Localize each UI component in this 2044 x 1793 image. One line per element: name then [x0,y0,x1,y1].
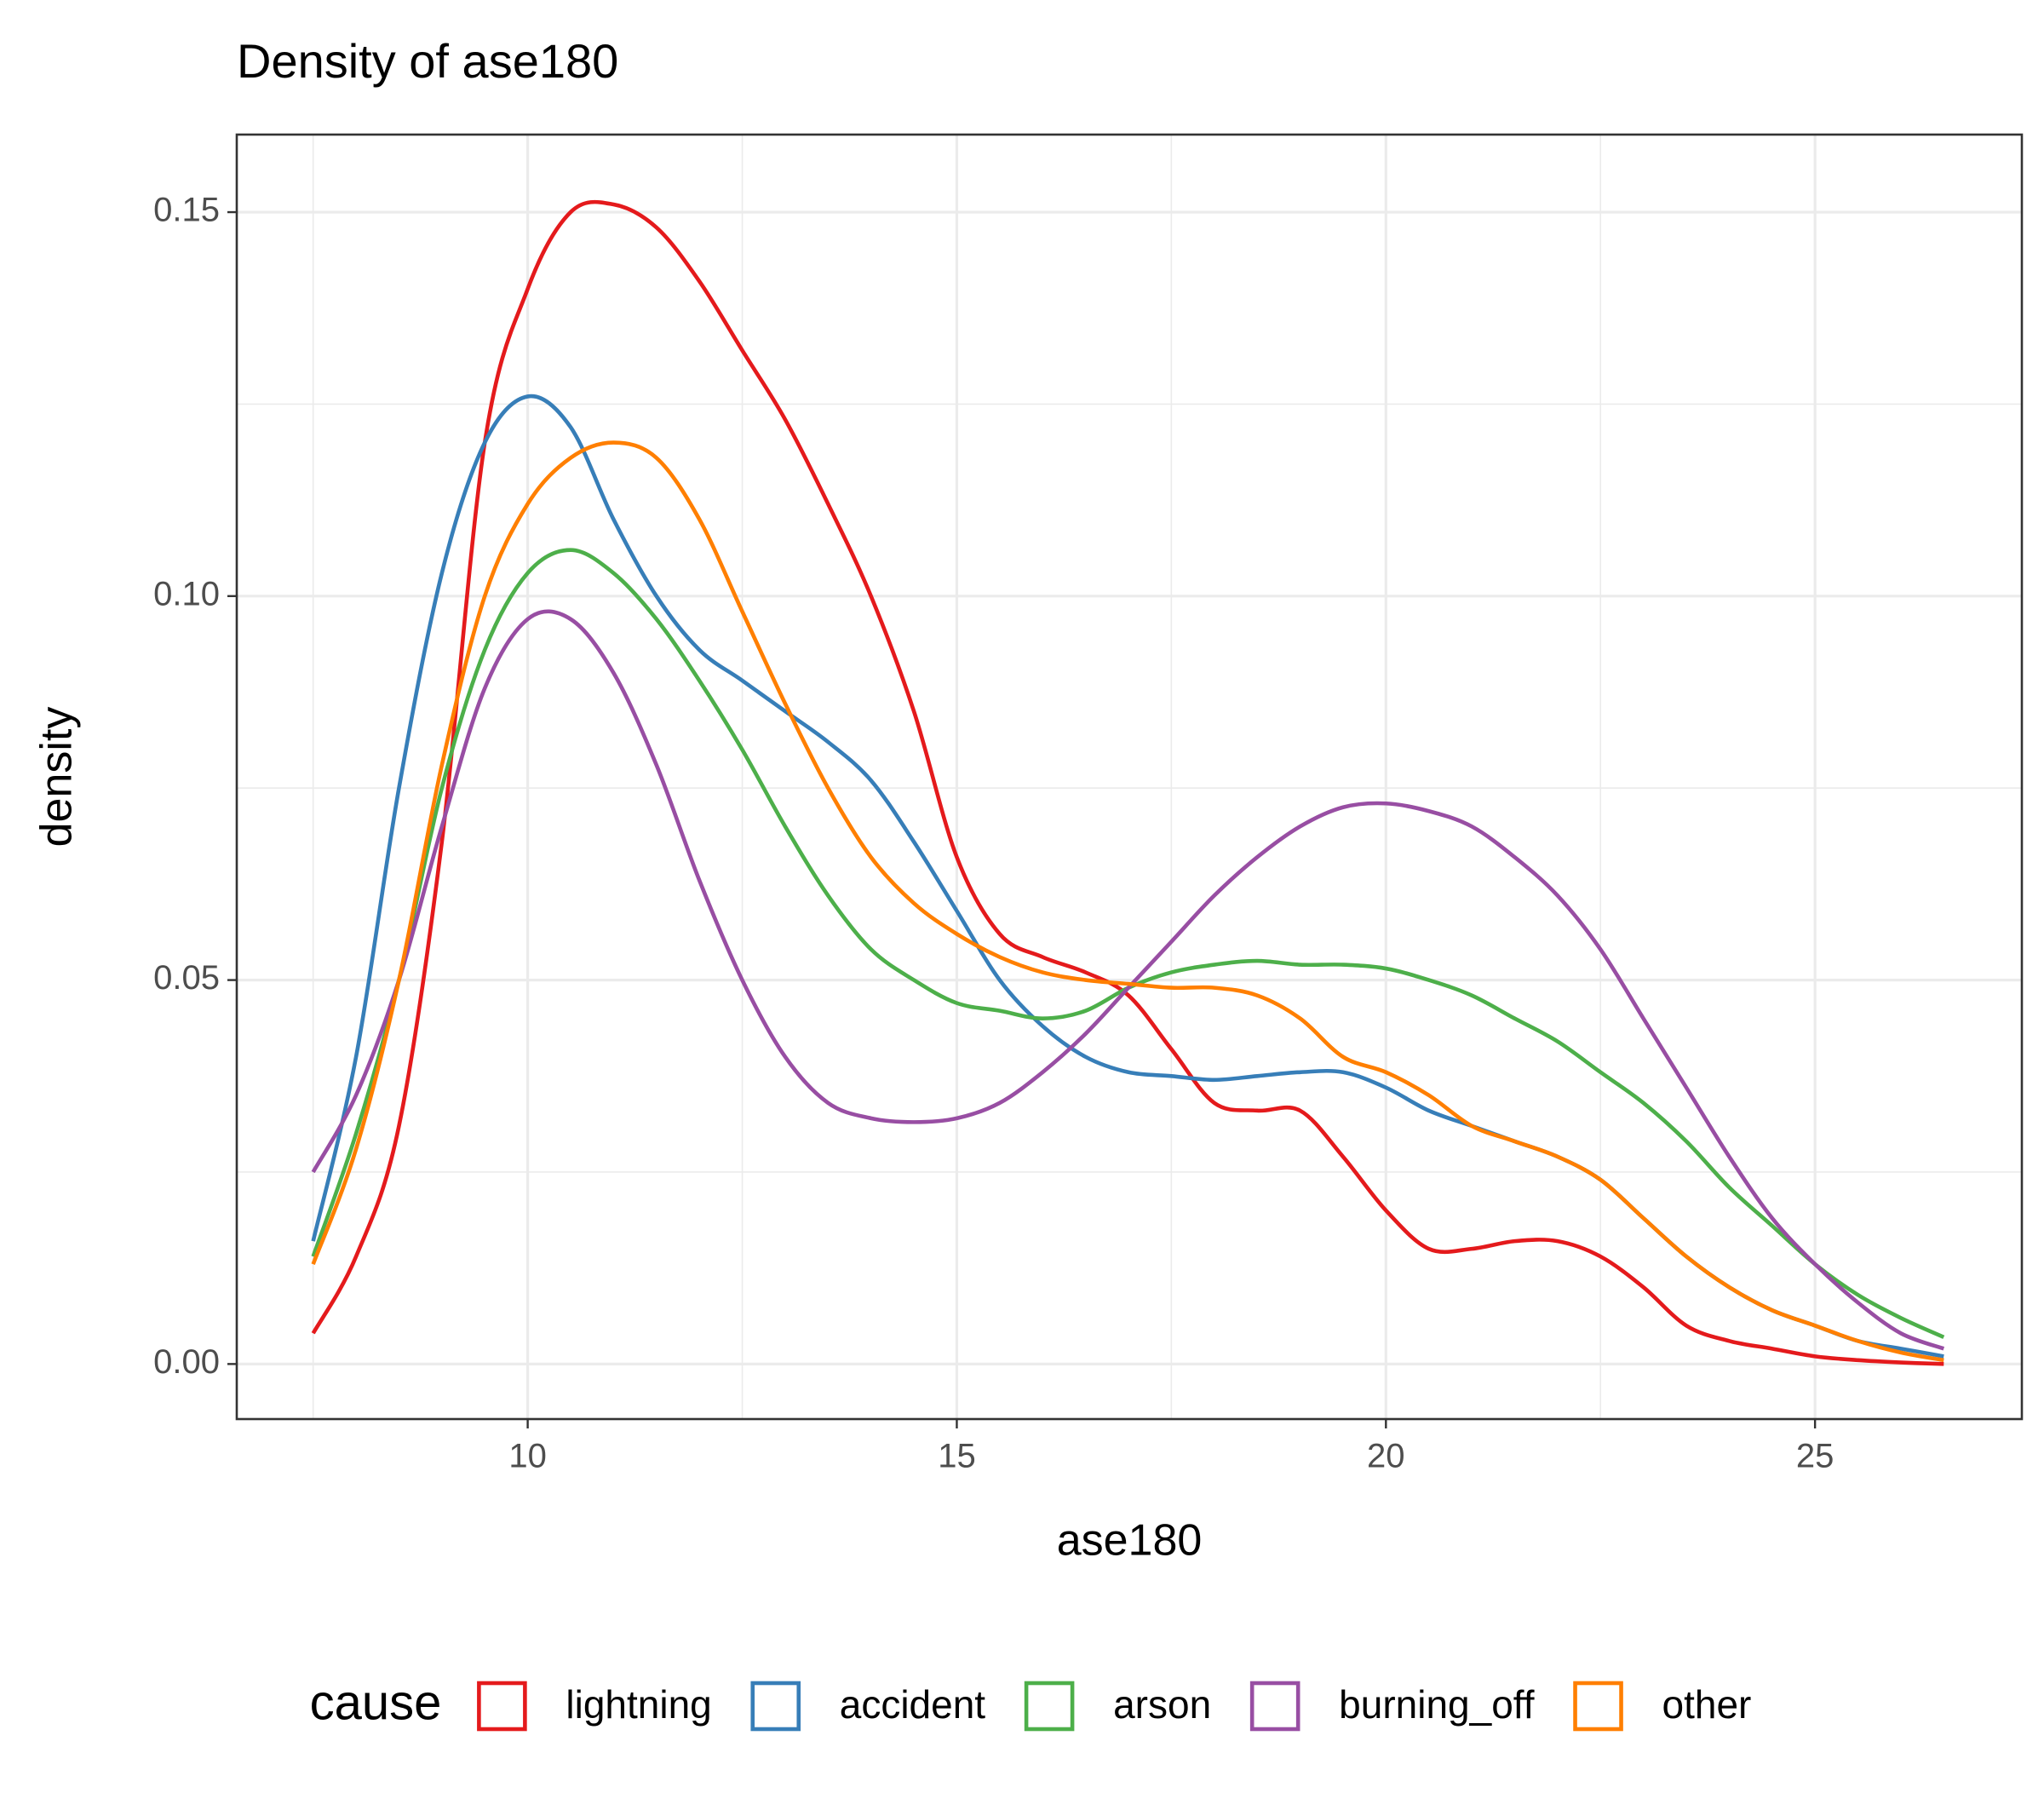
panel-background [237,135,2022,1419]
x-tick-label: 20 [1367,1438,1405,1475]
legend: cause lightning accident arson burning_off ot… [310,1675,1752,1732]
x-tick-label: 15 [938,1438,976,1475]
legend-item: burning_off [1249,1681,1535,1732]
legend-label: arson [1113,1682,1211,1727]
y-tick-label: 0.05 [153,959,220,997]
x-tick-label: 10 [508,1438,547,1475]
legend-label: accident [840,1682,986,1727]
x-axis-title: ase180 [1057,1516,1203,1566]
legend-key [1024,1681,1075,1732]
legend-key [750,1681,801,1732]
x-tick-label: 25 [1796,1438,1834,1475]
legend-key [477,1681,527,1732]
legend-title: cause [310,1675,442,1730]
y-tick-label: 0.00 [153,1343,220,1381]
panel-border [235,133,2024,1421]
legend-item: accident [750,1681,986,1732]
legend-key [1249,1681,1300,1732]
y-axis-title: density [32,707,82,848]
legend-label: lightning [566,1682,711,1727]
density-line [311,609,1945,1351]
y-tick-label: 0.15 [153,192,220,229]
density-line [311,548,1945,1339]
y-tick-label: 0.10 [153,575,220,612]
legend-key [1573,1681,1623,1732]
legend-item: arson [1024,1681,1211,1732]
density-line [311,440,1944,1363]
legend-label: other [1662,1682,1752,1727]
legend-item: lightning [477,1681,712,1732]
density-line [311,199,1944,1366]
legend-label: burning_off [1339,1682,1535,1727]
chart-title: Density of ase180 [237,34,618,88]
legend-item: other [1573,1681,1752,1732]
